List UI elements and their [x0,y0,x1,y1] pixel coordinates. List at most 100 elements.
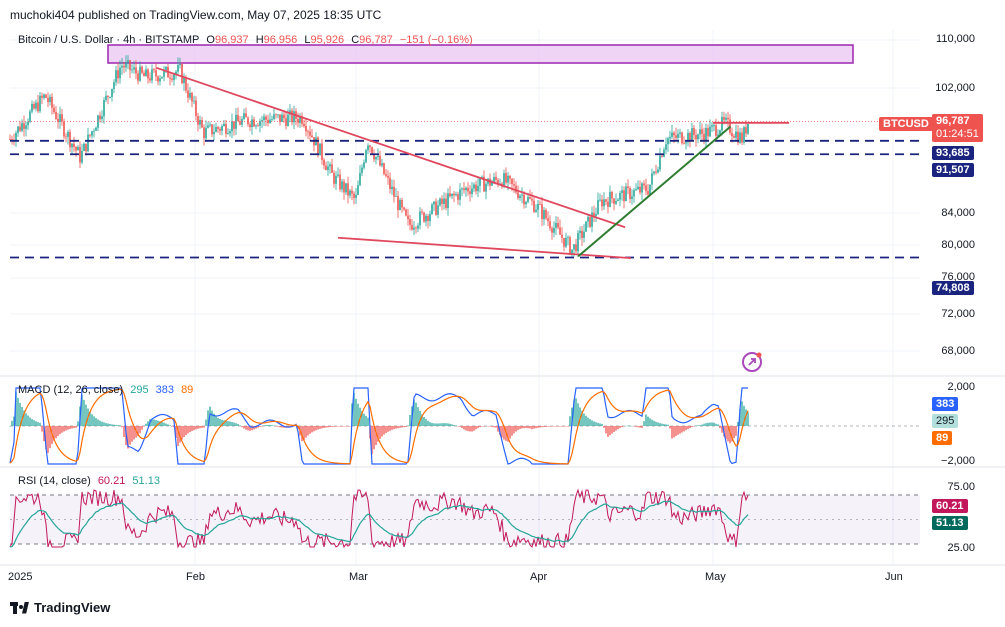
macd-histogram-bar [405,426,407,427]
macd-histogram-bar [345,426,347,427]
tradingview-brand[interactable]: TradingView [10,600,110,615]
macd-histogram-bar [673,426,675,438]
macd-histogram-bar [293,426,295,427]
macd-histogram-bar [485,425,487,427]
macd-histogram-bar [337,426,339,427]
candle-body [405,209,407,216]
macd-histogram-bar [63,426,65,432]
macd-histogram-bar [401,426,403,428]
macd-histogram-bar [439,423,441,426]
rsi-band [10,495,920,544]
macd-histogram-bar [461,426,463,428]
macd-histogram-bar [517,426,519,431]
macd-histogram-bar [713,422,715,426]
macd-legend: MACD (12, 26, close) 295 383 89 [18,384,197,396]
macd-histogram-bar [521,426,523,429]
macd-histogram-bar [469,426,471,432]
candle-body [353,193,355,198]
rsi-pane [9,488,920,549]
price-tick: 84,000 [941,207,975,219]
symbol-legend: Bitcoin / U.S. Dollar · 4h · BITSTAMP O9… [18,34,477,46]
ascending-trendline [577,125,732,258]
macd-histogram-bar [445,423,447,426]
candle-body [681,132,683,144]
candle-body [345,183,347,193]
candle-body [407,215,409,220]
logo-icon[interactable] [742,352,762,372]
macd-histogram-bar [643,421,645,426]
candle-body [31,104,33,112]
macd-histogram-bar [573,400,575,426]
macd-histogram-bar [689,426,691,428]
candle-body [721,117,723,131]
candle-body [61,114,63,122]
price-tick: 72,000 [941,308,975,320]
candle-body [119,67,121,79]
candle-body [455,194,457,196]
macd-histogram-bar [325,426,327,428]
macd-histogram-bar [245,426,247,430]
candle-body [23,123,25,129]
candle-body [425,215,427,222]
candle-body [283,114,285,119]
x-tick: 2025 [8,571,33,583]
macd-histogram-bar [575,398,577,426]
candle-body [471,188,473,194]
candle-body [103,100,105,117]
candle-body [91,131,93,136]
macd-histogram-bar [225,420,227,426]
candle-body [661,155,663,157]
resistance-zone[interactable] [107,44,854,64]
level-tag-91507: 91,507 [932,163,974,177]
candles [9,55,749,258]
macd-histogram-bar [435,423,437,426]
macd-histogram-bar [45,426,47,449]
signal-line [9,388,749,465]
macd-histogram-bar [315,426,317,431]
macd-histogram-bar [343,426,345,427]
candle-body [563,237,565,247]
candle-body [507,175,509,183]
macd-histogram-bar [421,414,423,426]
macd-histogram-bar [659,423,661,426]
candle-body [657,169,659,173]
candle-body [545,209,547,219]
macd-histogram-bar [735,426,737,436]
candle-body [217,127,219,129]
candle-body [59,114,61,122]
candle-body [591,212,593,227]
candle-body [503,173,505,187]
rsi-ma-value: 51.13 [132,475,160,487]
candle-body [689,132,691,142]
macd-histogram-bar [13,416,15,426]
macd-histogram-bar [527,426,529,429]
macd-histogram-bar [251,426,253,431]
candle-body [467,187,469,192]
macd-histogram-bar [547,426,549,427]
high-label: H [255,34,264,46]
candle-body [645,185,647,192]
candle-body [695,135,697,140]
candle-body [265,116,267,120]
candle-body [473,184,475,189]
macd-histogram-bar [303,426,305,441]
macd-histogram-bar [191,426,193,432]
candle-body [495,176,497,180]
macd-histogram-bar [687,426,689,430]
candle-body [395,196,397,197]
candle-body [233,121,235,129]
candle-body [339,174,341,190]
macd-histogram-bar [489,426,491,427]
candle-body [335,175,337,184]
candle-body [595,214,597,217]
macd-histogram-bar [675,426,677,437]
macd-histogram-bar [373,426,375,450]
macd-histogram-bar [145,423,147,426]
candle-body [719,130,721,135]
macd-histogram-bar [233,422,235,426]
candle-body [69,131,71,148]
candle-body [51,96,53,108]
candle-body [331,164,333,173]
macd-hist-value: 295 [130,384,149,396]
